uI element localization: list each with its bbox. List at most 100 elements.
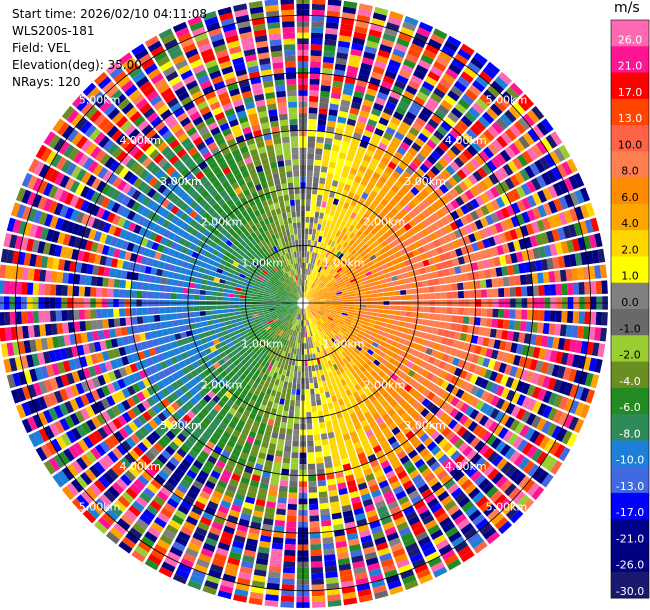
gate-cell: [474, 154, 486, 166]
gate-cell: [336, 309, 343, 313]
gate-cell: [151, 404, 162, 415]
gate-cell: [336, 267, 343, 273]
gate-cell: [325, 306, 332, 309]
gate-cell: [102, 472, 115, 485]
gate-cell: [338, 331, 344, 337]
gate-cell: [82, 509, 97, 524]
gate-cell: [231, 473, 241, 482]
gate-cell: [275, 391, 282, 399]
gate-cell: [337, 557, 351, 566]
gate-cell: [228, 312, 236, 317]
gate-cell: [282, 572, 295, 580]
gate-cell: [376, 474, 387, 484]
gate-cell: [313, 307, 319, 312]
gate-cell: [376, 288, 383, 293]
gate-cell: [323, 213, 329, 221]
gate-cell: [339, 283, 346, 288]
gate-cell: [309, 281, 313, 288]
gate-cell: [470, 198, 480, 209]
gate-cell: [38, 283, 45, 296]
gate-cell: [311, 310, 317, 315]
gate-cell: [255, 349, 262, 356]
gate-cell: [357, 257, 365, 264]
gate-cell: [408, 387, 417, 396]
gate-cell: [75, 382, 85, 395]
gate-cell: [448, 365, 457, 375]
gate-cell: [351, 258, 358, 265]
gate-cell: [373, 239, 381, 247]
gate-cell: [311, 276, 316, 283]
gate-cell: [389, 90, 402, 101]
gate-cell: [500, 387, 510, 399]
gate-cell: [324, 39, 337, 47]
gate-cell: [538, 310, 545, 321]
gate-cell: [389, 270, 397, 277]
gate-cell: [315, 247, 320, 254]
gate-cell: [269, 559, 282, 567]
gate-cell: [161, 449, 172, 460]
gate-cell: [561, 161, 573, 176]
gate-cell: [72, 285, 80, 297]
gate-cell: [535, 360, 544, 373]
gate-cell: [82, 436, 94, 449]
gate-cell: [384, 70, 397, 80]
gate-cell: [312, 246, 317, 253]
gate-cell: [101, 410, 112, 423]
gate-cell: [321, 276, 327, 283]
gate-cell: [395, 212, 404, 221]
gate-cell: [455, 207, 465, 218]
gate-cell: [380, 137, 391, 146]
gate-cell: [372, 444, 383, 454]
gate-cell: [239, 298, 246, 302]
gate-cell: [414, 32, 429, 43]
gate-cell: [521, 442, 534, 456]
gate-cell: [369, 23, 384, 33]
gate-cell: [338, 320, 345, 325]
gate-cell: [313, 252, 318, 259]
gate-cell: [183, 494, 196, 505]
gate-cell: [167, 327, 175, 335]
gate-cell: [461, 93, 475, 106]
gate-cell: [382, 313, 389, 319]
ray-15: [306, 82, 524, 300]
gate-cell: [473, 52, 488, 65]
gate-cell: [326, 472, 335, 480]
gate-cell: [42, 351, 51, 364]
gate-cell: [565, 324, 573, 338]
gate-cell: [360, 159, 370, 168]
gate-cell: [109, 434, 120, 446]
gate-cell: [465, 89, 478, 101]
gate-cell: [325, 297, 332, 300]
gate-cell: [422, 452, 434, 463]
gate-cell: [39, 269, 47, 282]
gate-cell: [306, 423, 313, 430]
gate-cell: [269, 322, 276, 328]
gate-cell: [231, 402, 240, 411]
gate-cell: [419, 148, 430, 159]
gate-cell: [470, 141, 482, 153]
gate-cell: [515, 309, 522, 320]
gate-cell: [164, 307, 172, 314]
gate-cell: [362, 498, 374, 507]
gate-cell: [321, 285, 327, 290]
gate-cell: [400, 569, 415, 580]
gate-cell: [507, 160, 519, 173]
gate-cell: [363, 546, 376, 555]
gate-cell: [279, 323, 285, 330]
gate-cell: [493, 339, 501, 350]
gate-cell: [322, 278, 328, 284]
gate-cell: [341, 409, 349, 417]
gate-cell: [305, 262, 309, 269]
gate-cell: [400, 311, 407, 317]
gate-cell: [308, 305, 314, 308]
gate-cell: [327, 252, 333, 259]
gate-cell: [307, 296, 313, 300]
gate-cell: [432, 566, 448, 578]
gate-cell: [414, 414, 424, 424]
gate-cell: [326, 366, 332, 374]
gate-cell: [504, 146, 516, 159]
gate-cell: [365, 509, 378, 518]
gate-cell: [48, 422, 60, 437]
gate-cell: [259, 316, 266, 321]
